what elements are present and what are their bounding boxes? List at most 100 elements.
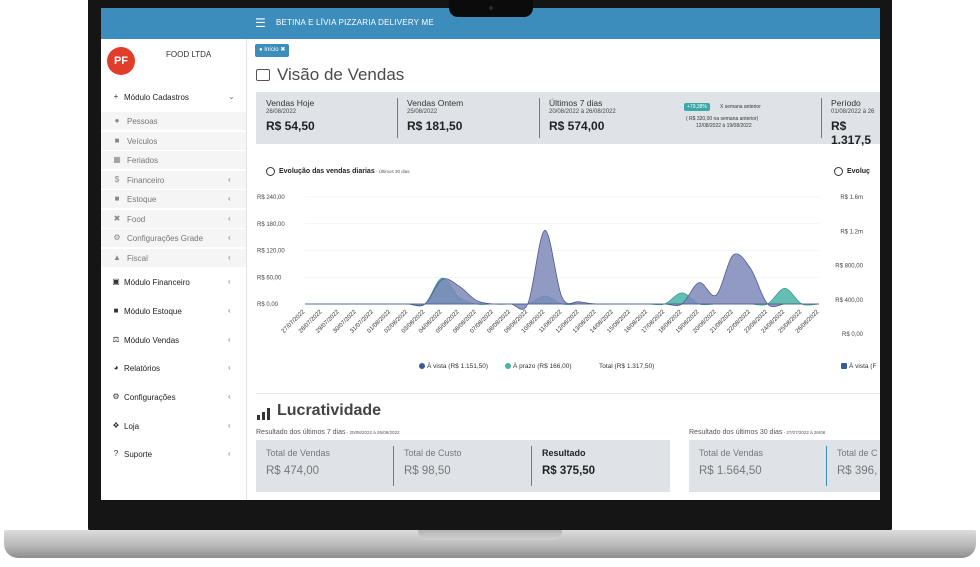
company-name: FOOD LTDA (166, 50, 212, 59)
profit-30-days-box: Total de Vendas R$ 1.564,50 Total de C R$ … (689, 440, 880, 492)
chevron-left-icon: ‹ (228, 277, 231, 286)
chevron-down-icon: ⌄ (228, 92, 235, 101)
second-chart: R$ 0,00 R$ 400,00 R$ 800,00 R$ 1.2m R$ 1.6m (835, 195, 864, 338)
y-tick-label: R$ 1.2m (840, 229, 863, 235)
sidebar-item-configuracoes-grade[interactable]: ⚙ Configurações Grade ‹ (101, 229, 246, 247)
scale-icon: ⚖ (112, 335, 120, 344)
legend-total: Total (R$ 1.317,50) (599, 363, 655, 370)
sidebar-item-pessoas[interactable]: ● Pessoas (101, 112, 246, 130)
sidebar-item-modulo-financeiro[interactable]: ▣ Módulo Financeiro ‹ (112, 277, 231, 287)
breadcrumb-label: Início (264, 47, 279, 53)
chart-title: Evolução das vendas diarias - Últimos 30… (279, 168, 410, 175)
home-dot-icon: ● (259, 47, 263, 53)
close-icon[interactable]: ✖ (280, 47, 286, 53)
y-tick-label: R$ 800,00 (835, 264, 863, 270)
app-title: BETINA E LÍVIA PIZZARIA DELIVERY ME (276, 18, 434, 27)
chevron-left-icon: ‹ (228, 194, 231, 203)
money-icon: ▣ (112, 277, 120, 286)
legend-avista[interactable]: À vista (R$ 1.151,50) (419, 363, 488, 370)
profit-7-days-box: Total de Vendas R$ 474,00 Total de Custo R… (256, 440, 670, 492)
comparison-previous: ( R$ 320,00 na semana anterior) (686, 116, 759, 122)
calendar-icon: ▦ (113, 155, 121, 164)
stat-period: Período 01/08/2022 à 26 R$ 1.317,5 (831, 98, 875, 147)
page-title: Visão de Vendas (277, 65, 405, 84)
sidebar-item-feriados[interactable]: ▦ Feriados (101, 151, 246, 169)
pie-icon: ◕ (113, 363, 119, 372)
sidebar-item-modulo-estoque[interactable]: ■ Módulo Estoque ‹ (101, 302, 246, 320)
users-icon: ● (114, 116, 120, 125)
breadcrumb-tab[interactable]: ● Início ✖ (255, 44, 290, 57)
legend-avista-2[interactable]: À vista (F (841, 363, 876, 370)
series-area (305, 230, 819, 310)
hamburger-icon[interactable]: ☰ (255, 16, 266, 30)
sidebar-item-modulo-cadastros[interactable]: + Módulo Cadastros ⌄ (101, 88, 246, 106)
y-tick-label: R$ 240,00 (257, 195, 285, 201)
y-tick-label: R$ 60,00 (257, 275, 282, 281)
divider (821, 98, 822, 138)
divider (393, 446, 394, 486)
laptop-lid-notch (418, 530, 562, 540)
comparison-range: 12/08/2022 à 19/08/2022 (696, 123, 752, 129)
sidebar-item-fiscal[interactable]: ▲ Fiscal ‹ (101, 249, 246, 267)
sidebar-item-veiculos[interactable]: ■ Veículos (101, 132, 246, 150)
total-cost-7: Total de Custo R$ 98,50 (404, 448, 462, 477)
sidebar-item-loja[interactable]: ❖ Loja ‹ (112, 421, 231, 431)
plus-icon: + (113, 92, 119, 101)
comparison-label: X semana anterior (720, 104, 761, 110)
legend-dot-icon (505, 363, 511, 369)
chevron-left-icon: ‹ (228, 175, 231, 184)
cart-icon: ❖ (112, 421, 120, 430)
legend-square-icon (841, 363, 847, 369)
box-icon: ■ (114, 194, 120, 203)
box-icon: ■ (113, 306, 119, 315)
bar-chart-icon (257, 408, 270, 420)
dashboard-icon (256, 69, 270, 81)
dollar-icon: $ (114, 175, 120, 184)
sidebar: PF FOOD LTDA + Módulo Cadastros ⌄ ● Pessoas… (101, 39, 247, 500)
sidebar-item-financeiro[interactable]: $ Financeiro ‹ (101, 171, 246, 189)
chevron-left-icon: ‹ (228, 306, 231, 315)
chevron-left-icon: ‹ (228, 363, 231, 372)
legend-dot-icon (419, 363, 425, 369)
clock-icon (266, 167, 275, 176)
chevron-left-icon: ‹ (228, 233, 231, 242)
daily-sales-chart: R$ 0,00 R$ 60,00 R$ 120,00 R$ 180,00 R$ 240,… (257, 195, 821, 335)
sidebar-item-relatorios[interactable]: ◕ Relatórios ‹ (101, 359, 246, 377)
sales-stats-bar: Vendas Hoje 26/08/2022 R$ 54,50 Vendas O… (256, 92, 880, 147)
stat-yesterday: Vendas Ontem 25/08/2022 R$ 181,50 (407, 98, 464, 133)
y-tick-label: R$ 400,00 (835, 298, 863, 304)
screen: ☰ BETINA E LÍVIA PIZZARIA DELIVERY ME PF… (101, 8, 880, 500)
comparison-badge: +79,38% (684, 103, 710, 111)
y-tick-label: R$ 0,00 (842, 332, 864, 338)
question-icon: ? (113, 449, 119, 458)
chart2-title: Evoluç (847, 168, 870, 175)
stat-today: Vendas Hoje 26/08/2022 R$ 54,50 (266, 98, 315, 133)
wrench-icon: ⚙ (113, 233, 121, 242)
gears-icon: ⚙ (112, 392, 120, 401)
clock-icon (834, 167, 843, 176)
divider (539, 98, 540, 138)
sidebar-item-food[interactable]: ✖ Food ‹ (101, 210, 246, 228)
camera-icon (489, 6, 493, 10)
sidebar-item-suporte[interactable]: ? Suporte ‹ (101, 445, 246, 463)
utensils-icon: ✖ (113, 214, 121, 223)
legend-aprazo[interactable]: À prazo (R$ 166,00) (505, 363, 572, 370)
stat-last-7-days: Últimos 7 dias 20/08/2022 à 26/08/2022 R… (549, 98, 616, 133)
divider (397, 98, 398, 138)
bank-icon: ▲ (113, 253, 121, 262)
car-icon: ■ (114, 136, 120, 145)
chevron-left-icon: ‹ (228, 421, 231, 430)
sidebar-item-configuracoes[interactable]: ⚙ Configurações ‹ (112, 392, 231, 402)
section-divider (256, 393, 880, 394)
y-tick-label: R$ 1.6m (840, 195, 863, 201)
y-tick-label: R$ 180,00 (257, 222, 285, 228)
sidebar-item-modulo-vendas[interactable]: ⚖ Módulo Vendas ‹ (112, 335, 231, 345)
caption-30-days: Resultado dos últimos 30 dias - 27/07/20… (689, 429, 826, 436)
avatar[interactable]: PF (107, 47, 135, 75)
chevron-left-icon: ‹ (228, 449, 231, 458)
sidebar-item-estoque[interactable]: ■ Estoque ‹ (101, 190, 246, 208)
chevron-left-icon: ‹ (228, 335, 231, 344)
divider (826, 446, 827, 486)
result-7: Resultado R$ 375,50 (542, 448, 596, 477)
main-content: ● Início ✖ Visão de Vendas Vendas Hoje 2… (247, 39, 880, 500)
